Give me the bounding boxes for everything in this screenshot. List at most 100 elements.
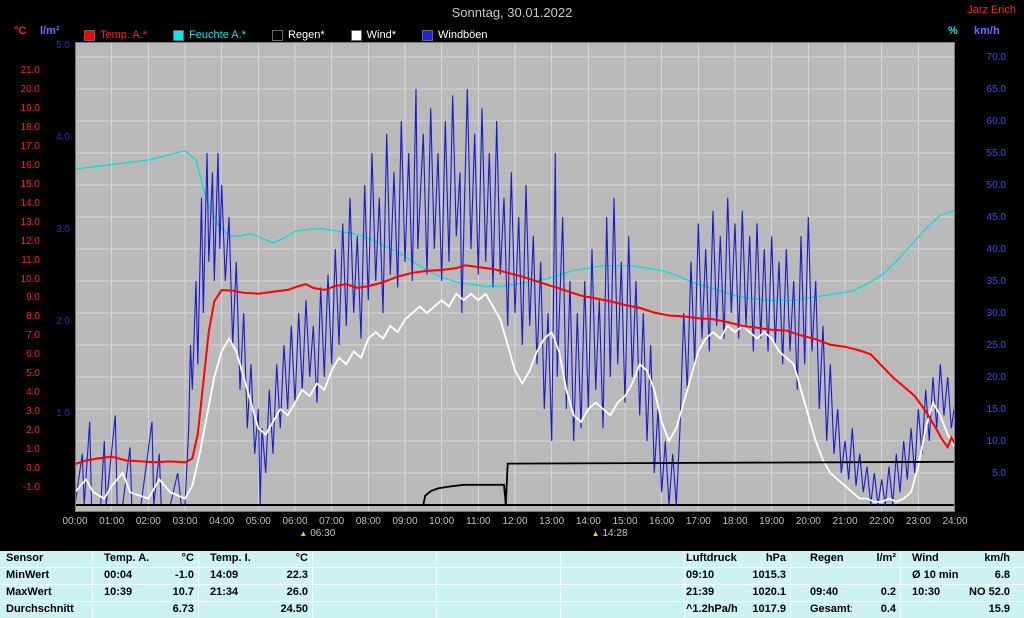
plot-frame — [75, 42, 955, 512]
time-axis-tick: 23:00 — [905, 516, 931, 527]
wind-axis-tick: 25.0 — [986, 340, 1006, 351]
series-regen-line — [75, 460, 956, 506]
temp-axis-tick: 13.0 — [20, 216, 40, 228]
axis-unit-humidity: % — [948, 25, 958, 37]
wind-axis-tick: 45.0 — [986, 211, 1006, 223]
legend: Temp. A.* Feuchte A.* Regen* Wind* Windböen — [84, 29, 488, 41]
series-temp-line — [74, 264, 956, 466]
table-cell: 22.3 — [286, 569, 308, 581]
table-cell — [900, 602, 958, 618]
table-column-separator — [92, 551, 93, 618]
axis-unit-rain: l/m² — [40, 25, 60, 37]
table-cell — [312, 602, 684, 618]
wind-axis-tick: 50.0 — [986, 179, 1006, 191]
legend-label: Feuchte A.* — [189, 29, 246, 41]
table-header-cell: Regen — [810, 552, 844, 564]
table-cell — [312, 568, 684, 584]
legend-label: Regen* — [287, 29, 325, 41]
table-cell — [92, 602, 150, 618]
temp-axis-tick: 8.0 — [26, 311, 40, 323]
chart-canvas — [74, 42, 956, 512]
time-axis-tick: 00:00 — [62, 516, 88, 527]
axis-unit-temp: °C — [14, 25, 27, 37]
rain-axis-tick: 1.0 — [56, 408, 70, 419]
legend-swatch-icon — [350, 29, 362, 41]
time-axis-tick: 16:00 — [649, 516, 675, 527]
table-header-cell: Wind — [912, 552, 939, 564]
temp-axis-tick: 15.0 — [20, 178, 40, 190]
time-axis-tick: 15:00 — [612, 516, 638, 527]
table-cell — [198, 602, 260, 618]
temp-axis-tick: 16.0 — [20, 159, 40, 171]
sun-markers: ▲ 06:30 ▲ 14:28 — [0, 528, 1024, 542]
temp-axis-tick: 0.0 — [26, 463, 40, 475]
wind-axis-tick: 10.0 — [986, 436, 1006, 448]
legend-item-temp-a-: Temp. A.* — [84, 29, 147, 41]
table-column-separator — [900, 551, 901, 618]
sun-icon: ▲ — [591, 528, 600, 538]
time-axis-tick: 22:00 — [869, 516, 895, 527]
wind-axis-tick: 65.0 — [986, 83, 1006, 95]
table-cell: 1020.1 — [752, 586, 786, 598]
temp-axis-tick: 5.0 — [26, 368, 40, 380]
temp-axis-tick: 12.0 — [20, 235, 40, 247]
wind-axis-tick: 60.0 — [986, 115, 1006, 127]
sun-time-label: 14:28 — [602, 528, 628, 539]
table-row-label: Sensor — [6, 552, 44, 564]
time-axis-tick: 18:00 — [722, 516, 748, 527]
table-cell: 09:40 — [810, 586, 839, 598]
legend-swatch-icon — [271, 29, 283, 41]
temp-axis-tick: 4.0 — [26, 387, 40, 399]
temp-axis-tick: 7.0 — [26, 330, 40, 342]
sun-marker: ▲ 14:28 — [592, 528, 628, 539]
time-axis-tick: 08:00 — [355, 516, 381, 527]
table-cell: 21:39 — [686, 586, 715, 598]
temp-axis-tick: 10.0 — [20, 273, 40, 285]
sun-icon: ▲ — [299, 528, 308, 538]
time-axis-tick: 06:00 — [282, 516, 308, 527]
table-row-minwert: MinWert 00:04 -1.0 14:09 22.3 09:10 1015.3 Ø 10… — [0, 567, 1024, 584]
temp-axis-tick: 21.0 — [20, 65, 40, 77]
time-axis-tick: 05:00 — [245, 516, 271, 527]
time-axis-tick: 20:00 — [795, 516, 821, 527]
table-header-cell — [312, 551, 684, 567]
wind-axis-tick: 35.0 — [986, 276, 1006, 287]
time-axis-tick: 12:00 — [502, 516, 528, 527]
table-row-label: Durchschnitt — [6, 603, 74, 615]
legend-item-feuchte-a-: Feuchte A.* — [173, 29, 246, 41]
page-title: Sonntag, 30.01.2022 — [451, 5, 573, 20]
table-cell: ^1.2hPa/h — [686, 603, 738, 615]
time-axis-tick: 14:00 — [575, 516, 601, 527]
time-axis-tick: 04:00 — [209, 516, 235, 527]
legend-item-regen-: Regen* — [271, 29, 325, 41]
table-cell — [852, 568, 900, 584]
stats-table: Sensor Temp. A. °C Temp. I. °C Luftdruck hPa Re… — [0, 551, 1024, 618]
rain-axis-tick: 2.0 — [56, 316, 70, 328]
legend-label: Windböen — [438, 29, 488, 41]
wind-axis-tick: 30.0 — [986, 308, 1006, 319]
plot-area — [74, 42, 956, 512]
table-header-cell: °C — [295, 552, 308, 564]
table-cell — [790, 568, 852, 584]
table-cell: 0.4 — [880, 603, 896, 615]
table-cell: 0.2 — [880, 586, 896, 598]
wind-axis-tick: 15.0 — [986, 404, 1006, 415]
temp-axis-tick: 18.0 — [20, 121, 40, 133]
temp-axis-tick: 11.0 — [21, 254, 40, 266]
wind-axis-tick: 70.0 — [986, 51, 1006, 63]
time-axis-tick: 11:00 — [466, 516, 491, 527]
wind-axis-tick: 55.0 — [986, 147, 1006, 159]
time-axis-tick: 09:00 — [392, 516, 418, 527]
table-cell: 21:34 — [210, 586, 239, 598]
table-header-cell: Luftdruck — [686, 552, 737, 564]
sun-time-label: 06:30 — [310, 528, 336, 539]
table-row-durchschnitt: Durchschnitt 6.73 24.50 ^1.2hPa/h 1017.9 Gesa… — [0, 601, 1024, 618]
table-column-separator — [684, 551, 685, 618]
table-row-sensor: Sensor Temp. A. °C Temp. I. °C Luftdruck hPa Re… — [0, 551, 1024, 567]
table-column-separator — [560, 551, 561, 618]
table-column-separator — [198, 551, 199, 618]
time-axis-tick: 10:00 — [429, 516, 455, 527]
temp-axis-tick: -1.0 — [22, 481, 40, 493]
table-header-cell: l/m² — [876, 552, 896, 564]
legend-item-windb-en: Windböen — [422, 29, 488, 41]
